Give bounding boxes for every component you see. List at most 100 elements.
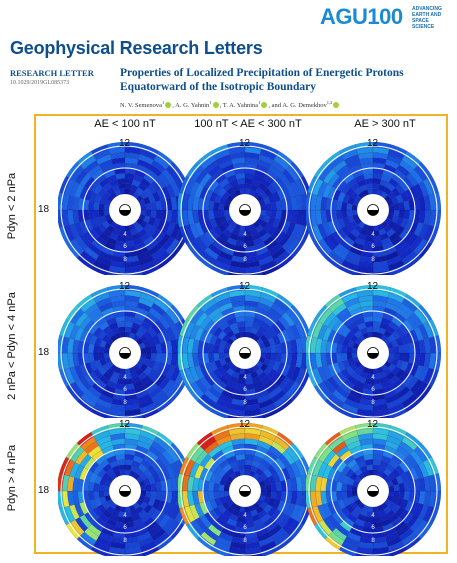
polar-cell <box>285 446 300 463</box>
polar-cell <box>354 224 363 234</box>
polar-cell <box>401 298 418 313</box>
orcid-icon[interactable] <box>261 102 268 109</box>
polar-cell <box>315 337 323 354</box>
polar-cell <box>290 477 298 492</box>
polar-cell <box>359 255 374 263</box>
polar-cell <box>108 546 126 554</box>
polar-cell <box>332 246 348 261</box>
polar-cell <box>140 485 147 492</box>
polar-cell <box>140 204 147 211</box>
polar-cell <box>219 358 227 367</box>
polar-cell <box>87 243 102 256</box>
polar-cell <box>263 503 273 514</box>
polar-cell <box>372 152 389 160</box>
polar-cell <box>372 459 382 466</box>
polar-cell <box>224 494 232 502</box>
polar-cell <box>139 334 149 343</box>
polar-cell <box>285 519 300 536</box>
polar-cell <box>384 194 392 203</box>
polar-cell <box>346 302 361 313</box>
polar-cell <box>98 302 113 313</box>
polar-map: 4 6 8 <box>178 422 313 556</box>
polar-cell <box>207 386 222 399</box>
polar-cell <box>169 384 185 402</box>
polar-cell <box>257 325 268 335</box>
polar-cell <box>259 540 277 552</box>
polar-cell <box>380 334 389 342</box>
polar-cell <box>109 541 126 549</box>
polar-cell <box>140 320 152 331</box>
polar-cell <box>276 293 294 309</box>
polar-cell <box>359 536 374 544</box>
polar-cell <box>357 502 366 510</box>
polar-cell <box>363 521 374 528</box>
polar-cell <box>204 246 220 261</box>
polar-cell <box>367 368 374 375</box>
polar-cell <box>218 393 233 404</box>
author-affiliation: 1 <box>209 100 212 105</box>
polar-cell <box>228 232 239 241</box>
polar-cell <box>351 347 358 354</box>
polar-cell <box>98 209 105 218</box>
polar-cell <box>251 322 262 331</box>
polar-cell <box>99 339 107 348</box>
polar-cell <box>357 334 366 342</box>
polar-cell <box>84 527 100 542</box>
polar-cell <box>268 445 283 458</box>
polar-cell <box>69 366 80 383</box>
polar-cell <box>153 250 170 265</box>
polar-cell <box>244 469 251 476</box>
polar-cell <box>357 364 366 372</box>
polar-cell <box>428 474 436 492</box>
polar-cell <box>136 337 144 346</box>
polar-cell <box>156 535 174 551</box>
polar-cell <box>74 235 89 251</box>
polar-cell <box>255 505 264 515</box>
polar-cell <box>337 360 346 372</box>
polar-cell <box>341 430 359 442</box>
polar-cell <box>65 304 81 322</box>
polar-cell <box>131 232 142 241</box>
polar-cell <box>93 149 111 161</box>
polar-cell <box>145 202 152 211</box>
polar-cell <box>352 494 360 502</box>
polar-cell <box>347 339 355 348</box>
polar-cell <box>275 343 282 354</box>
orcid-icon[interactable] <box>212 102 219 109</box>
polar-cell <box>362 470 370 478</box>
polar-cell <box>354 360 362 369</box>
polar-cell <box>131 375 142 384</box>
earth-night-side <box>239 491 251 497</box>
polar-cell <box>89 360 98 372</box>
polar-cell <box>222 228 233 238</box>
polar-cell <box>185 304 201 322</box>
polar-cell <box>93 292 111 304</box>
polar-cell <box>226 224 235 234</box>
polar-cell <box>260 177 272 188</box>
polar-cell <box>401 155 418 170</box>
polar-cell <box>106 498 114 507</box>
polar-cell <box>417 442 433 460</box>
polar-cell <box>219 215 227 224</box>
polar-cell <box>398 159 414 174</box>
polar-cell <box>413 519 428 536</box>
radial-label: 8 <box>243 257 247 263</box>
polar-cell <box>380 472 389 480</box>
author-name: A. G. Yahnin <box>175 102 210 110</box>
polar-cell <box>290 352 298 367</box>
polar-cell <box>109 191 118 199</box>
orcid-icon[interactable] <box>333 102 340 109</box>
polar-cell <box>257 182 268 192</box>
polar-cell <box>136 475 144 484</box>
orcid-icon[interactable] <box>165 102 172 109</box>
polar-cell <box>150 201 157 211</box>
polar-cell <box>391 477 399 486</box>
polar-cell <box>109 403 126 411</box>
polar-cell <box>244 178 254 185</box>
polar-cell <box>138 342 146 350</box>
polar-cell <box>312 367 324 385</box>
polar-cell <box>276 431 294 447</box>
polar-cell <box>260 347 267 354</box>
polar-cell <box>276 535 294 551</box>
polar-cell <box>349 220 359 229</box>
